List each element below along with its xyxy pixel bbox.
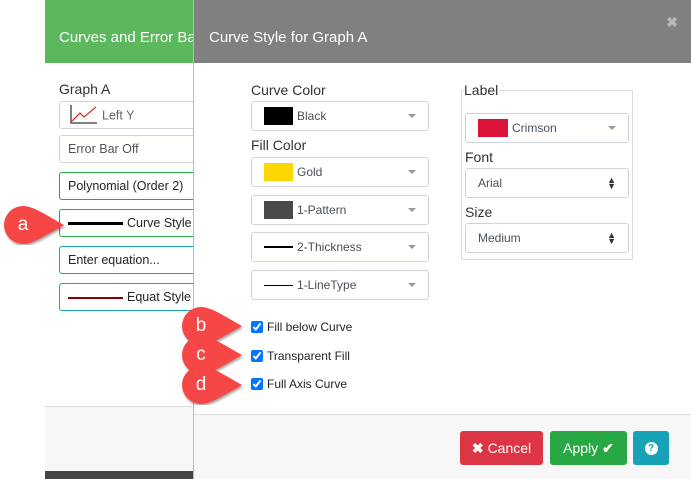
- modal-title: Curve Style for Graph A: [209, 29, 368, 46]
- curve-line-sample: [68, 222, 123, 226]
- callout-b: b: [180, 306, 244, 346]
- callout-letter: d: [195, 374, 207, 395]
- linetype-value: 1-LineType: [297, 278, 357, 292]
- fill-color-select[interactable]: Gold: [251, 157, 429, 187]
- graph-label: Graph A: [59, 81, 111, 97]
- callout-c: c: [180, 335, 244, 375]
- caret-down-icon: [608, 126, 616, 130]
- checkbox[interactable]: [251, 350, 263, 362]
- error-bar-select[interactable]: Error Bar Off: [59, 135, 193, 163]
- apply-button[interactable]: Apply ✔: [550, 431, 627, 465]
- label-fieldset: [461, 90, 633, 260]
- pattern-swatch: [264, 201, 293, 219]
- checkbox[interactable]: [251, 321, 263, 333]
- modal-footer: ✖ Cancel Apply ✔ ?: [194, 414, 691, 479]
- curve-color-label: Curve Color: [251, 82, 326, 98]
- callout-d: d: [180, 365, 244, 405]
- thickness-value: 2-Thickness: [297, 240, 362, 254]
- curve-style-button[interactable]: Curve Style: [59, 209, 193, 237]
- check-icon: ✔: [602, 439, 614, 456]
- cancel-label: Cancel: [487, 440, 532, 456]
- caret-down-icon: [408, 114, 416, 118]
- color-swatch: [264, 163, 293, 181]
- size-value: Medium: [478, 231, 521, 245]
- caret-down-icon: [408, 208, 416, 212]
- checkbox-label: Full Axis Curve: [267, 377, 348, 391]
- caret-down-icon: [408, 170, 416, 174]
- callout-marker-icon: [4, 206, 64, 244]
- callout-letter: b: [195, 315, 207, 336]
- panel-footer: [45, 406, 193, 471]
- modal-header: Curve Style for Graph A ✖: [194, 0, 691, 63]
- label-color-value: Crimson: [512, 121, 557, 135]
- axis-value: Left Y: [102, 108, 135, 123]
- callout-marker-icon: [182, 366, 242, 404]
- panel-header: Curves and Error Ba: [45, 0, 193, 63]
- times-icon: ✖: [471, 439, 484, 456]
- label-color-select[interactable]: Crimson: [465, 113, 629, 143]
- equat-line-sample: [68, 296, 123, 299]
- checkbox-label: Transparent Fill: [267, 349, 350, 363]
- size-select[interactable]: Medium ▲ ▼: [465, 223, 629, 253]
- pattern-select[interactable]: 1-Pattern: [251, 195, 429, 225]
- equat-style-button[interactable]: Equat Style: [59, 283, 193, 311]
- callout-marker-icon: [182, 336, 242, 374]
- size-label: Size: [465, 204, 493, 220]
- cancel-button[interactable]: ✖ Cancel: [460, 431, 543, 465]
- curve-style-modal: Curve Style for Graph A ✖ Curve Color Bl…: [193, 0, 691, 479]
- full-axis-curve-checkbox[interactable]: Full Axis Curve: [251, 377, 347, 391]
- color-swatch: [478, 119, 508, 137]
- fill-color-value: Gold: [297, 165, 323, 179]
- font-label: Font: [465, 149, 494, 165]
- font-value: Arial: [478, 176, 503, 190]
- caret-down-icon: [408, 283, 416, 287]
- curve-style-label: Curve Style: [127, 216, 192, 230]
- callout-letter: c: [196, 344, 206, 365]
- font-select[interactable]: Arial ▲ ▼: [465, 168, 629, 198]
- apply-label: Apply: [563, 440, 599, 456]
- question-circle-icon: ?: [644, 441, 658, 455]
- fit-select[interactable]: Polynomial (Order 2): [59, 172, 193, 200]
- linetype-select[interactable]: 1-LineType: [251, 270, 429, 300]
- close-icon[interactable]: ✖: [666, 14, 678, 30]
- sort-icon: ▲ ▼: [607, 230, 616, 246]
- callout-marker-icon: [182, 307, 242, 345]
- callout-letter: a: [17, 214, 29, 235]
- axis-select[interactable]: Left Y: [59, 101, 193, 129]
- equat-style-label: Equat Style: [127, 290, 191, 304]
- thickness-sample: [264, 246, 293, 248]
- transparent-fill-checkbox[interactable]: Transparent Fill: [251, 349, 350, 363]
- fill-color-label: Fill Color: [251, 137, 307, 153]
- taskbar: [45, 471, 193, 479]
- curves-error-bars-panel: Curves and Error Ba Graph A Left Y Error…: [45, 0, 193, 479]
- callout-a: a: [2, 205, 66, 245]
- thickness-select[interactable]: 2-Thickness: [251, 232, 429, 262]
- line-chart-icon: [70, 105, 97, 124]
- fill-below-curve-checkbox[interactable]: Fill below Curve: [251, 320, 352, 334]
- checkbox-label: Fill below Curve: [267, 320, 353, 334]
- pattern-value: 1-Pattern: [297, 203, 347, 217]
- linetype-sample: [264, 284, 293, 286]
- checkbox[interactable]: [251, 378, 263, 390]
- sort-icon: ▲ ▼: [607, 175, 616, 191]
- color-swatch: [264, 107, 293, 125]
- label-legend: Label: [464, 82, 500, 98]
- help-button[interactable]: ?: [633, 431, 669, 465]
- curve-color-select[interactable]: Black: [251, 101, 429, 131]
- equation-input[interactable]: Enter equation...: [59, 246, 193, 274]
- caret-down-icon: [408, 245, 416, 249]
- curve-color-value: Black: [297, 109, 327, 123]
